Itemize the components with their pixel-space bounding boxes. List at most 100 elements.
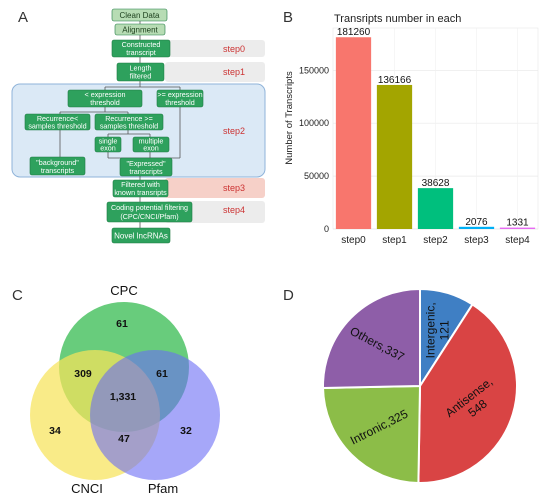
bar-data-labels: 181260 136166 38628 2076 1331 — [337, 27, 529, 228]
venn-cnci-pfam: 47 — [118, 433, 130, 445]
single-exon-label-1: single — [99, 137, 118, 146]
step1-band — [165, 62, 265, 82]
pie-label: Intergenic, 121 — [423, 302, 451, 358]
recurrence-greater-box — [94, 113, 164, 131]
filtered-known-label-2: known transripts — [114, 188, 167, 197]
bar-data-label: 136166 — [378, 75, 412, 86]
constructed-label-2: transcript — [126, 48, 156, 57]
greater-expression-label-2: threshold — [165, 98, 195, 107]
y-tick-label: 100000 — [299, 118, 329, 128]
length-label-1: Length — [130, 64, 152, 73]
pie-slices — [321, 287, 518, 485]
pie-slice-value: 121 — [437, 320, 451, 340]
venn-cpc-cnci: 309 — [74, 368, 92, 380]
venn-cpc-pfam: 61 — [156, 368, 168, 380]
bar-x-ticks: step0 step1 step2 step3 step4 — [341, 235, 530, 246]
less-expression-box — [67, 89, 143, 108]
step3-band — [165, 178, 265, 198]
greater-expression-label-1: >= expression — [157, 90, 202, 99]
alignment-box — [114, 23, 166, 36]
venn-cpc-only: 61 — [116, 318, 128, 330]
constructed-label-1: Constructed — [122, 40, 161, 49]
flow-connectors — [59, 20, 181, 228]
background-box — [29, 156, 86, 176]
bar-data-label: 1331 — [506, 218, 529, 229]
bar — [335, 37, 372, 229]
alignment-label: Alignment — [122, 26, 158, 35]
pie-slice — [321, 384, 422, 485]
constructed-box — [111, 39, 171, 58]
panel-b: B Transripts number in each Number of Tr… — [283, 9, 539, 246]
step1-label: step1 — [223, 67, 245, 77]
expressed-box — [119, 157, 173, 177]
bar — [376, 84, 413, 229]
coding-potential-label-2: (CPC/CNCI/Pfam) — [120, 212, 178, 221]
less-expression-label-2: threshold — [90, 98, 120, 107]
expressed-label-2: transcripts — [129, 167, 163, 176]
panel-c: C 61 309 61 1,331 34 47 32 CPC CNCI Pfam — [12, 283, 220, 496]
y-axis-label: Number of Transcripts — [284, 71, 295, 165]
venn-cnci-label: CNCI — [71, 481, 103, 496]
pie-slice — [322, 287, 421, 389]
novel-label: Novel lncRNAs — [114, 232, 168, 241]
bar-marks — [335, 37, 536, 229]
single-exon-label-2: exon — [100, 144, 116, 153]
x-tick-label: step3 — [464, 235, 489, 246]
venn-pfam-only: 32 — [180, 425, 192, 437]
multiple-exon-box — [132, 136, 170, 153]
x-tick-label: step0 — [341, 235, 366, 246]
background-label-2: transcripts — [41, 166, 75, 175]
venn-pfam-circle — [90, 350, 220, 480]
panel-a: A — [11, 8, 266, 244]
coding-potential-box — [106, 201, 193, 223]
bar-chart-title: Transripts number in each — [334, 13, 461, 25]
coding-potential-label-1: Coding potential filtering — [111, 203, 188, 212]
clean-data-box — [111, 8, 168, 22]
y-tick-label: 0 — [324, 224, 329, 234]
recurrence-greater-label-1: Recurrence >= — [105, 114, 153, 123]
x-tick-label: step2 — [423, 235, 448, 246]
single-exon-box — [94, 136, 122, 153]
bar — [458, 226, 495, 229]
step0-label: step0 — [223, 44, 245, 54]
length-box — [116, 62, 165, 82]
pie-slice — [417, 303, 518, 484]
venn-cpc-label: CPC — [110, 283, 137, 298]
x-tick-label: step4 — [505, 235, 530, 246]
greater-expression-box — [156, 89, 204, 108]
step4-label: step4 — [223, 205, 245, 215]
y-tick-label: 50000 — [304, 171, 329, 181]
panel-b-letter: B — [283, 9, 293, 26]
bar-data-label: 2076 — [465, 217, 488, 228]
novel-box — [111, 227, 171, 244]
filtered-known-box — [112, 179, 169, 198]
recurrence-less-box — [24, 113, 91, 131]
recurrence-less-label-1: Recurrence< — [37, 114, 78, 123]
bar — [499, 227, 536, 229]
recurrence-less-label-2: samples threshold — [28, 122, 86, 131]
bar-y-ticks: 0 50000 100000 150000 — [299, 65, 329, 234]
pie-slice-label: Intergenic, — [423, 302, 437, 358]
venn-cnci-only: 34 — [49, 425, 61, 437]
panel-c-letter: C — [12, 287, 23, 304]
flow-boxes — [24, 8, 204, 244]
y-tick-label: 150000 — [299, 65, 329, 75]
bar — [417, 188, 454, 229]
background-label-1: "background" — [36, 158, 79, 167]
multiple-exon-label-1: multiple — [139, 137, 164, 146]
multiple-exon-label-2: exon — [143, 144, 159, 153]
venn-all: 1,331 — [110, 391, 136, 403]
panel-a-letter: A — [18, 9, 28, 26]
panel-d-letter: D — [283, 287, 294, 304]
bar-data-label: 38628 — [422, 178, 450, 189]
clean-data-label: Clean Data — [119, 11, 160, 20]
length-label-2: filtered — [130, 72, 152, 81]
step0-band — [165, 40, 265, 57]
venn-pfam-label: Pfam — [148, 481, 178, 496]
bar-data-label: 181260 — [337, 27, 371, 38]
panel-d: D Intergenic, 121Antisense,548Intronic,32… — [283, 287, 518, 485]
step3-label: step3 — [223, 183, 245, 193]
filtered-known-label-1: Filtered with — [121, 180, 160, 189]
step2-label: step2 — [223, 126, 245, 136]
